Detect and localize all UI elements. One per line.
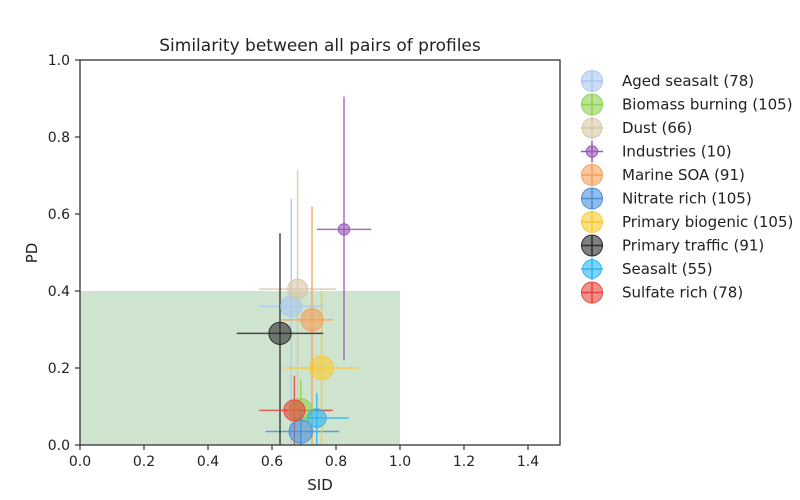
legend-label: Marine SOA (91) bbox=[622, 166, 745, 184]
legend-label: Dust (66) bbox=[622, 119, 692, 137]
data-point-2 bbox=[287, 278, 309, 300]
x-axis-title: SID bbox=[307, 476, 333, 494]
x-tick-label: 1.0 bbox=[389, 454, 411, 470]
data-point-6 bbox=[309, 355, 334, 381]
legend-marker bbox=[582, 259, 602, 279]
legend-label: Primary biogenic (105) bbox=[622, 213, 793, 231]
legend-label: Biomass burning (105) bbox=[622, 96, 793, 114]
legend-marker bbox=[581, 70, 603, 92]
chart-title: Similarity between all pairs of profiles bbox=[159, 36, 481, 56]
y-tick-label: 0.8 bbox=[48, 130, 70, 146]
data-point-8 bbox=[306, 408, 327, 428]
legend-entry-7: Primary traffic (91) bbox=[581, 234, 764, 257]
legend: Aged seasalt (78) Biomass burning (105) Du… bbox=[581, 70, 793, 304]
legend-marker bbox=[581, 187, 603, 210]
legend-marker bbox=[581, 164, 603, 186]
axes-frame bbox=[79, 59, 561, 446]
legend-marker bbox=[581, 211, 603, 233]
legend-marker bbox=[581, 117, 603, 139]
legend-entry-8: Seasalt (55) bbox=[581, 258, 713, 280]
x-tick-label: 1.4 bbox=[517, 454, 539, 470]
data-point-5 bbox=[288, 419, 314, 444]
x-tick-label: 0.2 bbox=[133, 454, 155, 470]
x-tick-label: 0.4 bbox=[197, 454, 219, 470]
legend-entry-9: Sulfate rich (78) bbox=[581, 281, 743, 304]
legend-entry-5: Nitrate rich (105) bbox=[581, 187, 752, 210]
data-point-3 bbox=[337, 223, 351, 236]
legend-marker bbox=[581, 234, 603, 257]
x-tick-label: 1.2 bbox=[453, 454, 475, 470]
legend-marker bbox=[585, 145, 599, 158]
legend-marker bbox=[581, 281, 603, 304]
data-point-7 bbox=[268, 321, 292, 345]
legend-entry-4: Marine SOA (91) bbox=[581, 164, 745, 186]
y-axis-title: PD bbox=[23, 243, 41, 264]
legend-entry-1: Biomass burning (105) bbox=[581, 93, 793, 116]
x-tick-label: 0.6 bbox=[261, 454, 283, 470]
legend-label: Nitrate rich (105) bbox=[622, 190, 752, 208]
legend-marker bbox=[581, 93, 603, 116]
plot-area bbox=[80, 96, 400, 445]
legend-label: Primary traffic (91) bbox=[622, 237, 764, 255]
legend-label: Aged seasalt (78) bbox=[622, 72, 754, 90]
legend-label: Sulfate rich (78) bbox=[622, 284, 743, 302]
legend-label: Seasalt (55) bbox=[622, 260, 713, 278]
x-tick-label: 0.8 bbox=[325, 454, 347, 470]
y-tick-label: 0.4 bbox=[48, 284, 70, 300]
y-tick-label: 1.0 bbox=[48, 53, 70, 69]
legend-label: Industries (10) bbox=[622, 143, 732, 161]
y-tick-label: 0.6 bbox=[48, 207, 70, 223]
data-point-4 bbox=[300, 308, 324, 332]
axes: 0.0 0.2 0.4 0.6 0.8 1.0 1.2 1.4 0.0 0.2 0.4 0.6 0.8 1… bbox=[48, 53, 561, 470]
legend-entry-0: Aged seasalt (78) bbox=[581, 70, 754, 92]
legend-entry-2: Dust (66) bbox=[581, 117, 692, 139]
y-tick-label: 0.2 bbox=[48, 361, 70, 377]
legend-entry-6: Primary biogenic (105) bbox=[581, 211, 793, 233]
y-tick-label: 0.0 bbox=[48, 438, 70, 454]
data-point-9 bbox=[283, 399, 306, 422]
x-tick-label: 0.0 bbox=[69, 454, 91, 470]
legend-entry-3: Industries (10) bbox=[581, 140, 732, 163]
